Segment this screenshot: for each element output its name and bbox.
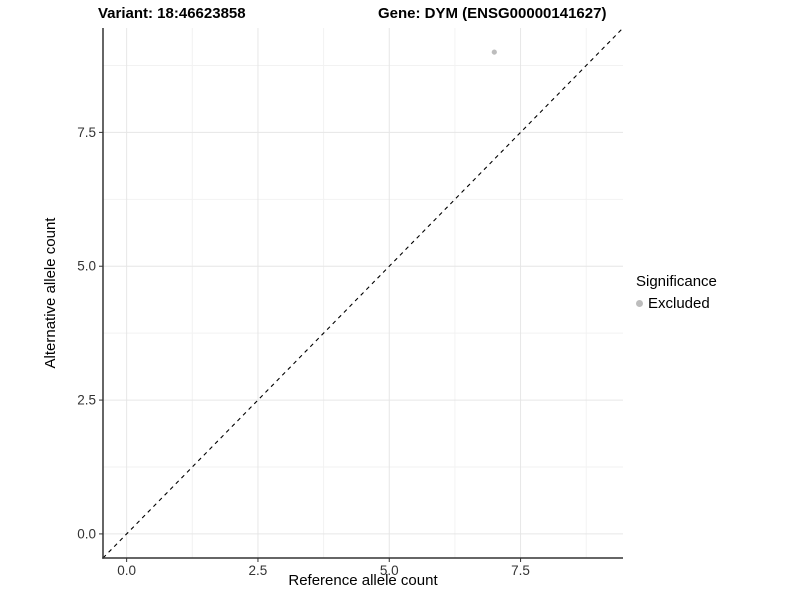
x-tick-label: 2.5 bbox=[249, 563, 268, 578]
x-tick-label: 0.0 bbox=[117, 563, 136, 578]
x-tick-label: 5.0 bbox=[380, 563, 399, 578]
point-swatch-icon bbox=[636, 300, 643, 307]
x-axis-title: Reference allele count bbox=[288, 572, 438, 589]
legend-entry-label: Excluded bbox=[648, 295, 710, 312]
y-tick-label: 0.0 bbox=[77, 526, 96, 541]
chart-title-variant: Variant: 18:46623858 bbox=[98, 5, 246, 22]
identity-reference-line bbox=[102, 27, 624, 559]
y-axis-title: Alternative allele count bbox=[42, 217, 59, 369]
y-tick-label: 5.0 bbox=[77, 259, 96, 274]
chart-title-gene: Gene: DYM (ENSG00000141627) bbox=[378, 5, 607, 22]
x-tick-label: 7.5 bbox=[511, 563, 530, 578]
data-point-excluded bbox=[491, 49, 497, 55]
legend: Significance Excluded bbox=[636, 273, 717, 312]
legend-title: Significance bbox=[636, 273, 717, 290]
y-tick-label: 2.5 bbox=[77, 393, 96, 408]
legend-entry-excluded: Excluded bbox=[636, 295, 717, 312]
y-tick-label: 7.5 bbox=[77, 125, 96, 140]
